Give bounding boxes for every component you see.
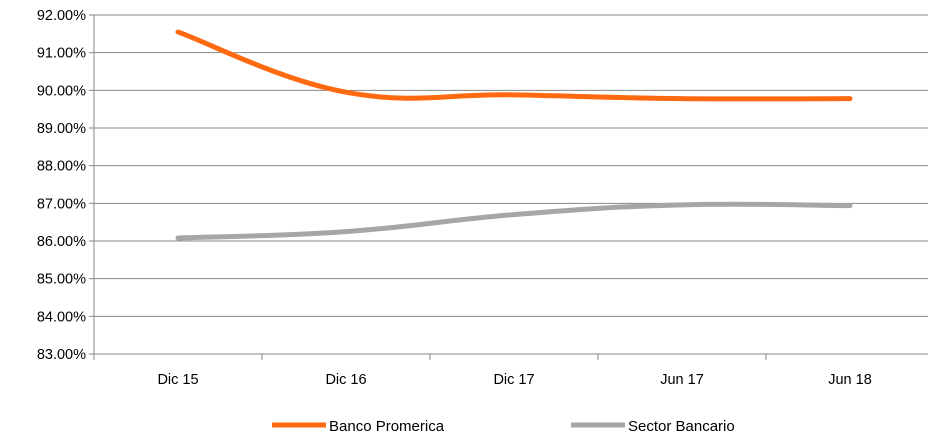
- y-tick-label: 89.00%: [37, 121, 86, 137]
- legend: Banco Promerica Sector Bancario: [272, 418, 735, 435]
- legend-label: Banco Promerica: [329, 418, 445, 435]
- y-tick-label: 84.00%: [37, 309, 86, 325]
- axes: [89, 14, 928, 360]
- x-tick-label: Jun 18: [828, 372, 872, 388]
- x-tick-label: Dic 16: [325, 372, 366, 388]
- y-tick-label: 88.00%: [37, 159, 86, 175]
- y-tick-label: 92.00%: [37, 8, 86, 24]
- y-tick-label: 85.00%: [37, 272, 86, 288]
- series-line-banco-promerica: [175, 29, 853, 102]
- y-axis-ticks: 92.00% 91.00% 90.00% 89.00% 88.00% 87.00% 86.0…: [37, 8, 86, 363]
- series-line-sector-bancario: [175, 201, 853, 241]
- y-tick-label: 83.00%: [37, 347, 86, 363]
- x-axis-ticks: Dic 15 Dic 16 Dic 17 Jun 17 Jun 18: [157, 372, 871, 388]
- y-tick-label: 90.00%: [37, 83, 86, 99]
- y-tick-label: 87.00%: [37, 196, 86, 212]
- gridlines: [94, 14, 928, 355]
- x-tick-label: Jun 17: [660, 372, 704, 388]
- x-tick-label: Dic 17: [493, 372, 534, 388]
- y-tick-label: 91.00%: [37, 46, 86, 62]
- series-lines: [175, 29, 853, 241]
- y-tick-label: 86.00%: [37, 234, 86, 250]
- legend-label: Sector Bancario: [628, 418, 735, 435]
- x-tick-label: Dic 15: [157, 372, 198, 388]
